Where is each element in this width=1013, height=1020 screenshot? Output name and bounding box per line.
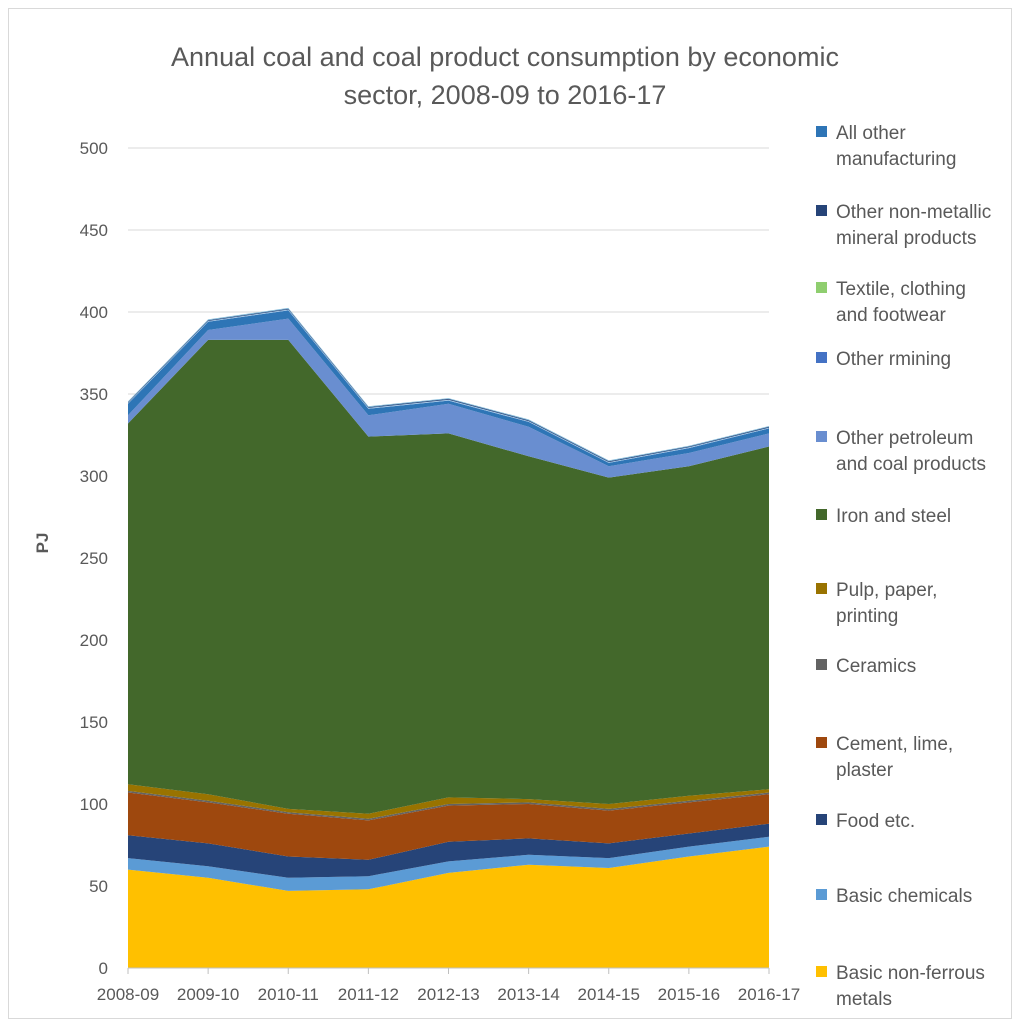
legend-swatch (816, 352, 827, 363)
legend-swatch (816, 282, 827, 293)
legend-swatch (816, 583, 827, 594)
legend-label: Basic non-ferrous (836, 963, 985, 984)
legend-swatch (816, 509, 827, 520)
y-tick-label: 300 (80, 467, 108, 486)
x-tick-label: 2010-11 (258, 985, 319, 1004)
legend-swatch (816, 814, 827, 825)
legend-label: Cement, lime, (836, 734, 953, 755)
area-other-petroleum-and-coal-products (128, 318, 769, 478)
legend-swatch (816, 737, 827, 748)
legend-label: Textile, clothing (836, 279, 966, 300)
legend-item-textile-clothing-and-footwear: Textile, clothing and footwear (816, 279, 966, 326)
y-tick-label: 200 (80, 631, 108, 650)
legend-item-iron-and-steel: Iron and steel (816, 506, 951, 527)
x-tick-label: 2013-14 (497, 985, 559, 1004)
legend-swatch (816, 889, 827, 900)
legend-label: Basic chemicals (836, 886, 972, 907)
area-basic-non-ferrous-metals (128, 846, 769, 968)
legend-item-other-rmining: Other rmining (816, 349, 951, 370)
area-food-etc (128, 823, 769, 878)
legend-label: Food etc. (836, 811, 915, 832)
legend-label: printing (836, 606, 898, 627)
y-tick-label: 0 (99, 959, 108, 978)
legend-label: metals (836, 989, 892, 1010)
legend-swatch (816, 659, 827, 670)
y-tick-label: 400 (80, 303, 108, 322)
x-tick-label: 2011-12 (338, 985, 399, 1004)
chart-title-line-1: Annual coal and coal product consumption… (171, 42, 839, 72)
legend-label: Pulp, paper, (836, 580, 937, 601)
legend-swatch (816, 431, 827, 442)
x-tick-label: 2012-13 (417, 985, 479, 1004)
chart-title: Annual coal and coal product consumption… (171, 42, 839, 110)
legend-label: manufacturing (836, 149, 956, 170)
legend: All other manufacturing Other non-metallic… (816, 123, 991, 1010)
legend-swatch (816, 205, 827, 216)
area-pulp-paper-printing (128, 784, 769, 819)
legend-item-basic-chemicals: Basic chemicals (816, 886, 972, 907)
axes: 0 50 100 150 200 250 300 350 400 450 500 2008-09 200… (80, 139, 801, 1004)
legend-swatch (816, 126, 827, 137)
legend-label: mineral products (836, 228, 976, 249)
y-tick-label: 250 (80, 549, 108, 568)
y-tick-label: 50 (89, 877, 108, 896)
legend-swatch (816, 966, 827, 977)
legend-label: plaster (836, 760, 894, 781)
legend-label: All other (836, 123, 906, 144)
legend-label: and coal products (836, 454, 986, 475)
legend-item-cement-lime-plaster: Cement, lime, plaster (816, 734, 953, 781)
legend-label: Other petroleum (836, 428, 973, 449)
x-tick-label: 2008-09 (97, 985, 159, 1004)
area-ceramics (128, 790, 769, 821)
legend-label: and footwear (836, 305, 947, 326)
y-tick-label: 150 (80, 713, 108, 732)
area-cement-lime-plaster (128, 792, 769, 860)
y-tick-label: 100 (80, 795, 108, 814)
area-basic-chemicals (128, 836, 769, 891)
x-tick-label: 2009-10 (177, 985, 239, 1004)
legend-label: Ceramics (836, 656, 916, 677)
x-tick-label: 2015-16 (658, 985, 720, 1004)
legend-item-basic-non-ferrous-metals: Basic non-ferrous metals (816, 963, 985, 1010)
legend-item-ceramics: Ceramics (816, 656, 916, 677)
legend-item-other-non-metallic-mineral-products: Other non-metallic mineral products (816, 202, 991, 249)
area-iron-and-steel (128, 339, 769, 814)
legend-label: Other rmining (836, 349, 951, 370)
x-tick-label: 2016-17 (738, 985, 800, 1004)
y-axis-label: PJ (33, 533, 52, 554)
legend-label: Other non-metallic (836, 202, 991, 223)
x-tick-label: 2014-15 (578, 985, 640, 1004)
legend-item-all-other-manufacturing: All other manufacturing (816, 123, 956, 170)
y-tick-label: 450 (80, 221, 108, 240)
legend-item-food-etc: Food etc. (816, 811, 915, 832)
y-tick-label: 350 (80, 385, 108, 404)
area-series (128, 307, 769, 968)
chart-title-line-2: sector, 2008-09 to 2016-17 (344, 80, 667, 110)
y-tick-label: 500 (80, 139, 108, 158)
legend-label: Iron and steel (836, 506, 951, 527)
legend-item-pulp-paper-printing: Pulp, paper, printing (816, 580, 937, 627)
legend-item-other-petroleum-and-coal-products: Other petroleum and coal products (816, 428, 986, 475)
